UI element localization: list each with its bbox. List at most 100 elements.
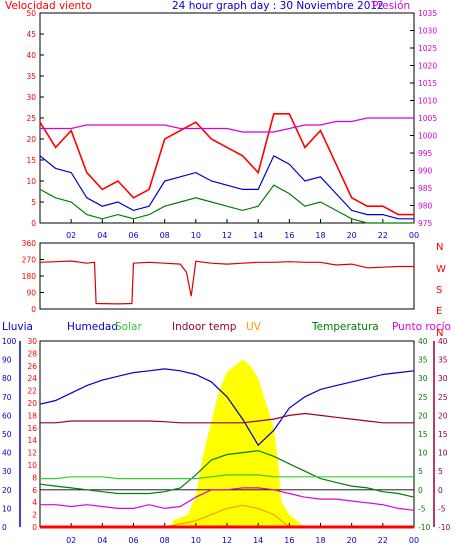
temperature-y-tick-label: 20: [418, 411, 428, 420]
wind-x-tick-label: 20: [347, 231, 357, 240]
temperature-y-tick-label: 30: [418, 374, 428, 383]
temperature-line: [39, 450, 415, 498]
legend-humidity: Humedad: [67, 321, 118, 333]
wind-x-tick-label: 14: [253, 231, 263, 240]
wind-direction-line: [39, 260, 414, 305]
solar-radiation-area: [172, 359, 305, 527]
humidity-y-tick-label: 10: [2, 504, 12, 513]
pressure-line: [40, 117, 414, 133]
indoor-y-tick-label: 25: [438, 393, 448, 402]
wind-y-tick-label: 20: [26, 135, 36, 144]
temperature-y-tick-label: 15: [418, 430, 428, 439]
humidity-y-tick-label: 40: [2, 449, 12, 458]
weather-x-tick-label: 14: [253, 536, 263, 545]
indoor-y-tick-label: 15: [438, 430, 448, 439]
weather-x-tick-label: 06: [128, 536, 138, 545]
indoor-y-tick-label: 30: [438, 374, 448, 383]
indoor-y-tick-label: -10: [438, 523, 450, 532]
pressure-y-tick-label: 985: [418, 184, 433, 193]
indoor-y-tick-label: 0: [438, 486, 443, 495]
wind-y-tick-label: 0: [31, 219, 36, 228]
weather-x-tick-label: 16: [284, 536, 294, 545]
weather-x-tick-label: 22: [378, 536, 388, 545]
weather-x-tick-label: 18: [315, 536, 325, 545]
wind-x-tick-label: 10: [191, 231, 201, 240]
temperature-y-tick-label: 25: [418, 393, 428, 402]
weather-x-tick-label: 12: [222, 536, 232, 545]
legend-temperature: Temperatura: [311, 321, 379, 333]
temperature-y-tick-label: 10: [418, 449, 428, 458]
pressure-y-tick-label: 1020: [418, 62, 437, 71]
wind-plot-frame: [39, 12, 415, 224]
compass-letter: W: [436, 264, 446, 275]
legend-indoor-temp: Indoor temp: [172, 321, 237, 333]
temperature-y-tick-label: 40: [418, 337, 428, 346]
indoor-y-tick-label: 35: [438, 356, 448, 365]
humidity-y-tick-label: 50: [2, 430, 12, 439]
temperature-y-tick-label: -5: [418, 504, 426, 513]
weather-x-tick-label: 08: [160, 536, 170, 545]
direction-y-tick-label: 90: [26, 289, 36, 298]
compass-letter: E: [436, 306, 442, 317]
pressure-axis-title: Presión: [372, 0, 410, 12]
humidity-y-tick-label: 30: [2, 467, 12, 476]
wind-y-tick-label: 15: [26, 156, 36, 165]
rain-y-tick-label: 28: [27, 349, 37, 358]
indoor-y-tick-label: 20: [438, 411, 448, 420]
wind-y-tick-label: 35: [26, 72, 36, 81]
wind-y-tick-label: 45: [26, 30, 36, 39]
wind-y-tick-label: 25: [26, 114, 36, 123]
wind-x-tick-label: 02: [66, 231, 76, 240]
indoor-y-tick-label: -5: [438, 504, 446, 513]
wind-chart: 0510152025303540455097598098599099510001…: [26, 9, 437, 240]
rain-y-tick-label: 4: [32, 498, 37, 507]
wind-x-tick-label: 16: [284, 231, 294, 240]
humidity-line: [39, 368, 415, 447]
direction-y-tick-label: 360: [22, 239, 37, 248]
wind-x-tick-label: 04: [97, 231, 107, 240]
direction-y-tick-label: 180: [22, 272, 37, 281]
indoor-y-tick-label: 40: [438, 337, 448, 346]
pressure-y-tick-label: 1030: [418, 27, 437, 36]
indoor-y-tick-label: 5: [438, 467, 443, 476]
pressure-y-tick-label: 1010: [418, 97, 437, 106]
wind-minimum-line: [39, 184, 414, 224]
compass-letter: N: [436, 242, 443, 253]
temperature-y-tick-label: 5: [418, 467, 423, 476]
wind-y-tick-label: 5: [31, 198, 36, 207]
weather-chart: 0102030405060708090100024681012141618202…: [2, 337, 450, 545]
wind-axis-title: Velocidad viento: [5, 0, 92, 12]
wind-y-tick-label: 30: [26, 93, 36, 102]
indoor-temp-line: [40, 412, 414, 424]
weather-x-tick-label: 20: [347, 536, 357, 545]
humidity-y-tick-label: 60: [2, 411, 12, 420]
pressure-y-tick-label: 975: [418, 219, 433, 228]
pressure-y-tick-label: 1005: [418, 114, 437, 123]
pressure-y-tick-label: 990: [418, 167, 433, 176]
wind-x-tick-label: 08: [160, 231, 170, 240]
solar-line: [40, 474, 414, 480]
weather-x-tick-label: 02: [66, 536, 76, 545]
humidity-y-tick-label: 70: [2, 393, 12, 402]
rain-y-tick-label: 10: [27, 461, 37, 470]
wind-gust-line: [39, 113, 414, 216]
pressure-y-tick-label: 980: [418, 202, 433, 211]
weather-x-tick-label: 10: [191, 536, 201, 545]
rain-y-tick-label: 0: [32, 523, 37, 532]
legend-rain: Lluvia: [2, 321, 33, 333]
rain-y-tick-label: 14: [27, 436, 37, 445]
rain-y-tick-label: 6: [32, 486, 37, 495]
humidity-y-tick-label: 0: [2, 523, 7, 532]
pressure-y-tick-label: 1015: [418, 79, 437, 88]
wind-x-tick-label: 22: [378, 231, 388, 240]
wind-x-tick-label: 00: [409, 231, 419, 240]
temperature-y-tick-label: 35: [418, 356, 428, 365]
wind-x-tick-label: 12: [222, 231, 232, 240]
compass-letter: N: [436, 328, 443, 339]
humidity-y-tick-label: 80: [2, 374, 12, 383]
rain-y-tick-label: 16: [27, 424, 37, 433]
pressure-y-tick-label: 1025: [418, 44, 437, 53]
wind-y-tick-label: 10: [26, 177, 36, 186]
